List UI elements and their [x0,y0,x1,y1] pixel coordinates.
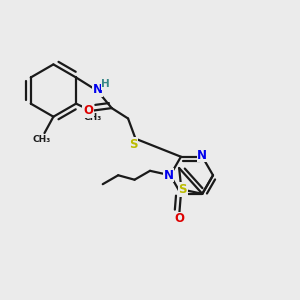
Text: O: O [174,212,184,225]
Text: S: S [178,183,187,196]
Text: O: O [83,104,93,117]
Text: S: S [129,138,137,151]
Text: H: H [101,79,110,89]
Text: N: N [92,83,103,96]
Text: CH₃: CH₃ [33,135,51,144]
Text: N: N [197,149,207,162]
Text: CH₃: CH₃ [84,113,102,122]
Text: N: N [164,169,174,182]
